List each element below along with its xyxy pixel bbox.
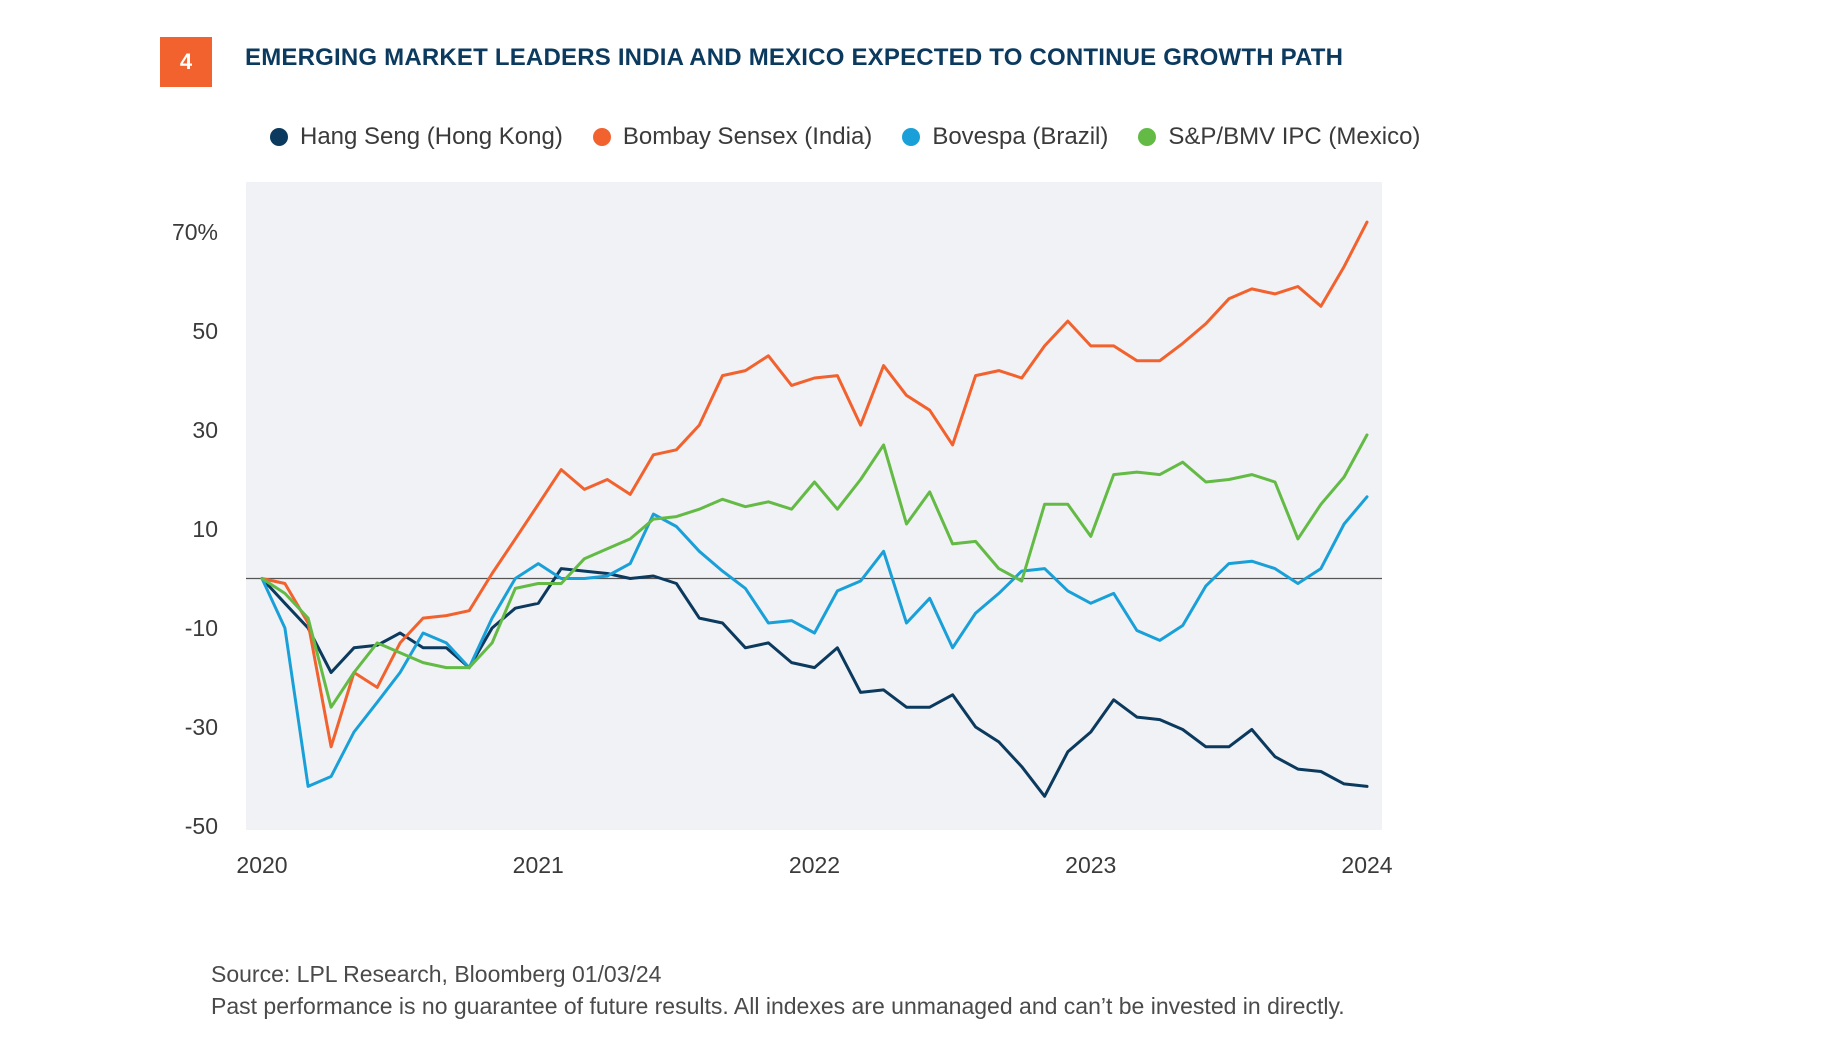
legend-item-4: S&P/BMV IPC (Mexico) (1138, 123, 1420, 151)
legend-item-3: Bovespa (Brazil) (902, 123, 1108, 151)
x-tick-label: 2021 (513, 852, 564, 878)
series-line-1 (260, 567, 1369, 798)
legend-marker-icon (1138, 128, 1157, 146)
chart-title: EMERGING MARKET LEADERS INDIA AND MEXICO… (245, 44, 1344, 71)
series-line-2 (260, 220, 1369, 749)
legend-marker-icon (592, 128, 611, 146)
legend-label: Bovespa (Brazil) (932, 123, 1109, 150)
series-line-3 (260, 495, 1369, 788)
figure-number-badge: 4 (160, 37, 212, 87)
legend-item-2: Bombay Sensex (India) (592, 123, 873, 151)
y-tick-label: -50 (185, 813, 218, 839)
x-tick-label: 2022 (789, 852, 840, 878)
source-note: Source: LPL Research, Bloomberg 01/03/24 (211, 961, 662, 987)
x-tick-label: 2020 (236, 852, 287, 878)
legend-marker-icon (270, 128, 288, 146)
legend-label: Bombay Sensex (India) (622, 123, 873, 150)
y-tick-label: 70% (172, 219, 218, 245)
plot-area (246, 182, 1382, 830)
chart-legend: Hang Seng (Hong Kong) Bombay Sensex (Indi… (270, 123, 1450, 151)
legend-label: Hang Seng (Hong Kong) (300, 123, 563, 150)
y-tick-label: -10 (185, 615, 218, 641)
legend-label: S&P/BMV IPC (Mexico) (1168, 123, 1421, 150)
series-line-4 (260, 433, 1369, 709)
y-tick-label: -30 (185, 714, 218, 740)
legend-marker-icon (902, 128, 921, 146)
chart-footer: Source: LPL Research, Bloomberg 01/03/24… (211, 958, 1345, 1022)
y-tick-label: 10 (192, 516, 218, 542)
y-tick-label: 30 (192, 417, 218, 443)
disclaimer-note: Past performance is no guarantee of futu… (211, 993, 1345, 1019)
y-tick-label: 50 (192, 318, 218, 344)
legend-item-1: Hang Seng (Hong Kong) (270, 123, 563, 151)
x-tick-label: 2024 (1341, 852, 1392, 878)
x-tick-label: 2023 (1065, 852, 1116, 878)
